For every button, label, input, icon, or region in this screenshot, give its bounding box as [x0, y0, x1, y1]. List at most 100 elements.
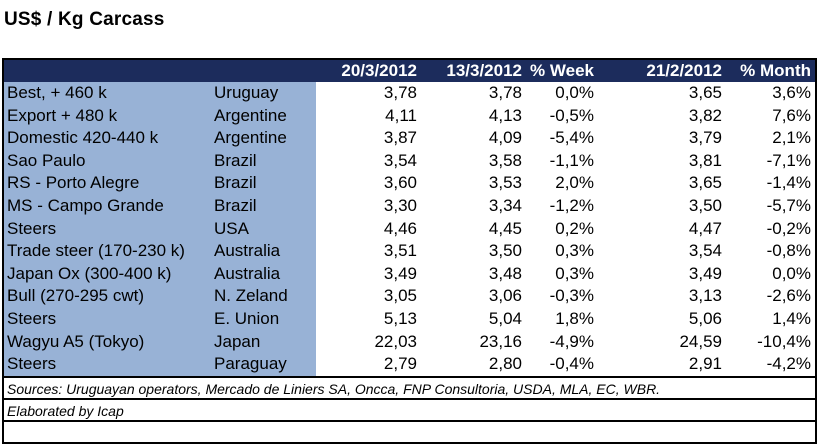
value-20-3-2012: 5,13 — [383, 308, 417, 328]
row-label: Japan Ox (300-400 k) — [4, 262, 210, 286]
table-row: Trade steer (170-230 k) Australia 3,51 3,50… — [4, 240, 815, 263]
table-header: 20/3/2012 13/3/2012 % Week 21/2/2012 % M… — [4, 60, 815, 82]
pct-week: 0,3% — [555, 263, 594, 283]
value-20-3-2012: 3,05 — [383, 286, 417, 306]
pct-month: 1,4% — [772, 308, 811, 328]
row-country: Paraguay — [210, 353, 316, 376]
row-country: Australia — [210, 240, 316, 263]
value-21-2-2012: 2,91 — [688, 354, 722, 374]
value-21-2-2012: 3,65 — [688, 83, 722, 102]
price-table: 20/3/2012 13/3/2012 % Week 21/2/2012 % M… — [2, 58, 817, 444]
row-country: Australia — [210, 262, 316, 286]
value-21-2-2012: 3,49 — [688, 263, 722, 283]
pct-week: 0,0% — [555, 83, 594, 102]
value-13-3-2012: 2,80 — [488, 354, 522, 374]
pct-month: -10,4% — [757, 331, 811, 351]
row-label: Domestic 420-440 k — [4, 127, 210, 150]
row-label: RS - Porto Alegre — [4, 172, 210, 195]
value-13-3-2012: 3,58 — [488, 150, 522, 170]
row-label: Bull (270-295 cwt) — [4, 285, 210, 308]
table-row: RS - Porto Alegre Brazil 3,60 3,53 2,0% 3,65 -… — [4, 172, 815, 195]
header-col-20-3-2012: 20/3/2012 — [341, 61, 417, 80]
pct-week: -5,4% — [549, 128, 594, 148]
pct-week: 0,2% — [555, 218, 594, 238]
pct-month: 0,0% — [772, 263, 811, 283]
row-country: Brazil — [210, 172, 316, 195]
value-20-3-2012: 3,60 — [383, 173, 417, 193]
pct-week: 0,3% — [555, 241, 594, 261]
value-13-3-2012: 3,06 — [488, 286, 522, 306]
value-20-3-2012: 4,46 — [383, 218, 417, 238]
elaborated-note: Elaborated by Icap — [4, 397, 815, 420]
pct-month: -0,2% — [766, 218, 811, 238]
pct-week: -1,2% — [549, 195, 594, 215]
value-21-2-2012: 24,59 — [679, 331, 722, 351]
pct-week: -4,9% — [549, 331, 594, 351]
header-col-week: % Week — [530, 61, 594, 80]
row-label: Steers — [4, 307, 210, 331]
table-row: Domestic 420-440 k Argentine 3,87 4,09 -5,4%… — [4, 127, 815, 150]
row-country: E. Union — [210, 307, 316, 331]
table-row: Steers Paraguay 2,79 2,80 -0,4% 2,91 -4,2% — [4, 353, 815, 376]
empty-footer-row — [4, 419, 815, 442]
row-country: Uruguay — [210, 82, 316, 105]
pct-week: -0,4% — [549, 354, 594, 374]
value-13-3-2012: 3,78 — [488, 83, 522, 102]
table-row: Sao Paulo Brazil 3,54 3,58 -1,1% 3,81 -7,1% — [4, 149, 815, 173]
value-21-2-2012: 3,54 — [688, 241, 722, 261]
pct-week: 1,8% — [555, 308, 594, 328]
table-row: Japan Ox (300-400 k) Australia 3,49 3,48 0,3… — [4, 262, 815, 286]
value-13-3-2012: 4,13 — [488, 105, 522, 125]
value-20-3-2012: 2,79 — [383, 354, 417, 374]
row-label: Wagyu A5 (Tokyo) — [4, 330, 210, 354]
row-label: Steers — [4, 217, 210, 241]
value-13-3-2012: 3,53 — [488, 173, 522, 193]
row-label: Export + 480 k — [4, 104, 210, 128]
value-20-3-2012: 3,78 — [383, 83, 417, 102]
pct-month: -4,2% — [766, 354, 811, 374]
row-country: N. Zeland — [210, 285, 316, 308]
pct-week: -0,3% — [549, 286, 594, 306]
value-20-3-2012: 4,11 — [385, 105, 417, 125]
table-row: Wagyu A5 (Tokyo) Japan 22,03 23,16 -4,9% 24,5… — [4, 330, 815, 354]
row-country: Argentine — [210, 127, 316, 150]
header-col-21-2-2012: 21/2/2012 — [646, 61, 722, 80]
row-label: Best, + 460 k — [4, 82, 210, 105]
table-row: Bull (270-295 cwt) N. Zeland 3,05 3,06 -0,3%… — [4, 285, 815, 308]
pct-month: 7,6% — [772, 105, 811, 125]
value-20-3-2012: 3,54 — [383, 150, 417, 170]
value-20-3-2012: 3,51 — [383, 241, 417, 261]
value-13-3-2012: 3,50 — [488, 241, 522, 261]
pct-month: -7,1% — [766, 150, 811, 170]
value-20-3-2012: 22,03 — [374, 331, 417, 351]
value-21-2-2012: 5,06 — [688, 308, 722, 328]
value-21-2-2012: 4,47 — [688, 218, 722, 238]
table-row: MS - Campo Grande Brazil 3,30 3,34 -1,2% 3,50… — [4, 194, 815, 218]
value-20-3-2012: 3,87 — [383, 128, 417, 148]
value-13-3-2012: 3,34 — [488, 195, 522, 215]
pct-month: -5,7% — [766, 195, 811, 215]
row-label: Trade steer (170-230 k) — [4, 240, 210, 263]
value-13-3-2012: 5,04 — [488, 308, 522, 328]
value-21-2-2012: 3,50 — [688, 195, 722, 215]
value-13-3-2012: 23,16 — [479, 331, 522, 351]
pct-week: 2,0% — [555, 173, 594, 193]
row-country: Argentine — [210, 104, 316, 128]
pct-month: -2,6% — [766, 286, 811, 306]
pct-month: -0,8% — [766, 241, 811, 261]
pct-week: -1,1% — [549, 150, 594, 170]
table-row: Steers USA 4,46 4,45 0,2% 4,47 -0,2% — [4, 217, 815, 241]
value-21-2-2012: 3,79 — [688, 128, 722, 148]
page-title: US$ / Kg Carcass — [4, 9, 165, 30]
value-20-3-2012: 3,30 — [383, 195, 417, 215]
row-label: Steers — [4, 353, 210, 376]
row-label: MS - Campo Grande — [4, 194, 210, 218]
sources-note: Sources: Uruguayan operators, Mercado de… — [4, 375, 815, 398]
row-country: USA — [210, 217, 316, 241]
pct-month: -1,4% — [766, 173, 811, 193]
value-21-2-2012: 3,82 — [688, 105, 722, 125]
row-label: Sao Paulo — [4, 149, 210, 173]
header-col-month: % Month — [740, 61, 811, 80]
value-21-2-2012: 3,13 — [688, 286, 722, 306]
table-row: Steers E. Union 5,13 5,04 1,8% 5,06 1,4% — [4, 307, 815, 331]
